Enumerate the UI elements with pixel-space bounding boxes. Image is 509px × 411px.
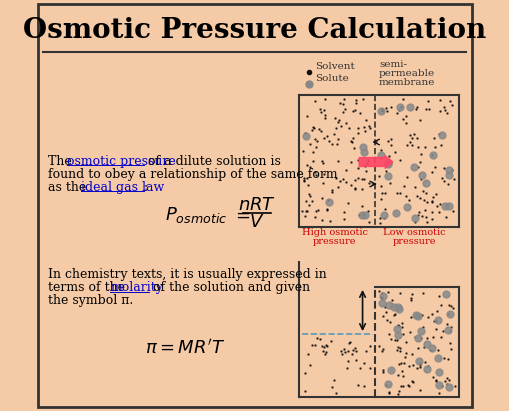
Text: as the: as the: [48, 181, 90, 194]
Text: found to obey a relationship of the same form: found to obey a relationship of the same…: [48, 168, 337, 181]
Text: molarity: molarity: [110, 281, 163, 294]
Text: semi-: semi-: [379, 60, 407, 69]
Text: $nRT$: $nRT$: [238, 196, 276, 214]
Text: osmotic pressure: osmotic pressure: [67, 155, 176, 168]
Text: Osmotic Pressure Calculation: Osmotic Pressure Calculation: [23, 16, 486, 44]
Text: ideal gas law: ideal gas law: [81, 181, 164, 194]
Text: permeable: permeable: [379, 69, 435, 78]
Text: the symbol π.: the symbol π.: [48, 294, 133, 307]
Text: terms of the: terms of the: [48, 281, 129, 294]
Text: of the solution and given: of the solution and given: [149, 281, 309, 294]
Text: pressure: pressure: [393, 237, 436, 246]
Text: High osmotic: High osmotic: [302, 228, 368, 237]
Text: pressure: pressure: [313, 237, 357, 246]
Text: Solute: Solute: [315, 74, 349, 83]
Text: $\pi = MR'T$: $\pi = MR'T$: [146, 339, 226, 358]
Text: :: :: [144, 181, 148, 194]
FancyArrow shape: [359, 155, 393, 169]
Text: membrane: membrane: [379, 78, 435, 87]
Text: Solvent: Solvent: [315, 62, 355, 71]
Text: $V$: $V$: [249, 213, 265, 231]
Text: The: The: [48, 155, 75, 168]
Text: Low osmotic: Low osmotic: [383, 228, 446, 237]
Text: of a dilute solution is: of a dilute solution is: [144, 155, 280, 168]
Text: $=$: $=$: [232, 206, 250, 224]
Text: In chemistry texts, it is usually expressed in: In chemistry texts, it is usually expres…: [48, 268, 326, 281]
Text: $P_{osmotic}$: $P_{osmotic}$: [164, 205, 227, 225]
